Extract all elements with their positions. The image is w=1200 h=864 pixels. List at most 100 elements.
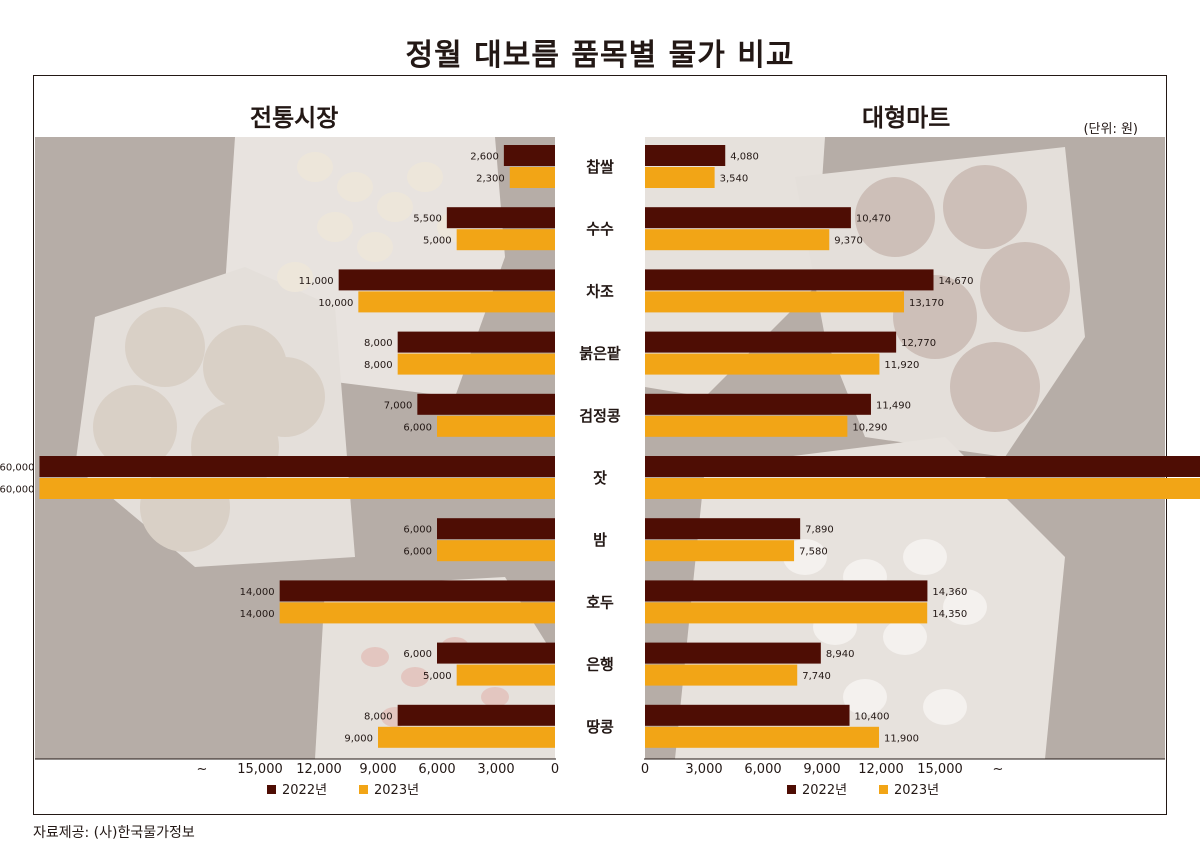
tick-label: 9,000 [803, 762, 840, 777]
bar-mart-2022 [645, 393, 871, 415]
value-label: 2,300 [476, 174, 505, 185]
bar-traditional-2023 [397, 353, 555, 375]
bar-mart-2023 [645, 167, 715, 188]
value-label: 10,400 [855, 711, 890, 722]
value-label: 2,600 [470, 152, 499, 163]
category-label: 밤 [593, 531, 607, 549]
bar-traditional-2023 [437, 415, 555, 437]
category-label: 찹쌀 [586, 158, 614, 176]
category-label: 붉은팥 [579, 345, 621, 363]
bar-mart-2023 [645, 602, 928, 624]
value-label: 12,770 [901, 338, 936, 349]
value-label: 14,670 [939, 276, 974, 287]
chart-frame [33, 75, 1167, 815]
value-label: 11,490 [876, 400, 911, 411]
bar-traditional-2023 [358, 291, 555, 313]
value-label: 9,000 [344, 733, 373, 744]
value-label: 9,370 [834, 236, 863, 247]
value-label: 13,170 [909, 298, 944, 309]
legend-swatch [267, 785, 276, 794]
value-label: 10,290 [852, 422, 887, 433]
category-label: 수수 [586, 220, 614, 238]
legend-label: 2022년 [282, 783, 327, 798]
category-label: 잣 [593, 469, 607, 487]
legend-swatch [787, 785, 796, 794]
tick-label: 3,000 [477, 762, 514, 777]
legend-swatch [879, 785, 888, 794]
bar-traditional-2023 [39, 478, 556, 499]
value-label: 6,000 [403, 422, 432, 433]
category-label: 차조 [586, 282, 614, 300]
bar-mart-2022 [645, 704, 850, 726]
tick-label: 12,000 [296, 762, 342, 777]
bar-traditional-2022 [437, 518, 555, 540]
value-label: 60,000 [0, 485, 34, 496]
value-label: 8,000 [364, 711, 393, 722]
value-label: 6,000 [403, 525, 432, 536]
bar-traditional-2023 [437, 540, 555, 562]
value-label: 7,890 [805, 525, 834, 536]
value-label: 7,000 [384, 400, 413, 411]
bar-traditional-2022 [417, 393, 555, 415]
tick-label: 0 [551, 762, 559, 777]
bar-mart-2023 [645, 229, 830, 251]
category-label: 검정콩 [579, 407, 621, 425]
tick-label: 15,000 [237, 762, 283, 777]
bar-mart-2023 [645, 415, 848, 437]
bar-traditional-2022 [338, 269, 555, 291]
source-note: 자료제공: (사)한국물가정보 [33, 825, 195, 841]
bar-traditional-2023 [509, 167, 555, 188]
value-label: 5,000 [423, 236, 452, 247]
bar-traditional-2022 [446, 207, 555, 229]
bar-traditional-2022 [279, 580, 555, 602]
value-label: 5,000 [423, 671, 452, 682]
value-label: 60,000 [0, 463, 34, 474]
value-label: 11,900 [884, 733, 919, 744]
bar-traditional-2023 [456, 664, 555, 686]
tick-label: 0 [641, 762, 649, 777]
bar-mart-2022 [645, 331, 897, 353]
bar-traditional-2022 [39, 456, 556, 477]
value-label: 14,000 [240, 609, 275, 620]
bar-traditional-2023 [279, 602, 555, 624]
category-label: 은행 [586, 656, 614, 674]
value-label: 6,000 [403, 547, 432, 558]
tick-label: ~ [197, 762, 208, 777]
value-label: 10,470 [856, 214, 891, 225]
bar-mart-2023 [645, 726, 880, 748]
tick-label: 12,000 [858, 762, 904, 777]
bar-mart-2023 [645, 540, 795, 562]
value-label: 14,350 [932, 609, 967, 620]
traditional-market-title: 전통시장 [250, 104, 339, 132]
value-label: 5,500 [413, 214, 442, 225]
value-label: 11,920 [884, 360, 919, 371]
bar-mart-2022 [645, 456, 1200, 477]
legend-label: 2023년 [894, 783, 939, 798]
category-label: 땅콩 [586, 718, 614, 736]
legend-label: 2022년 [802, 783, 847, 798]
bar-traditional-2023 [456, 229, 555, 251]
bar-traditional-2022 [397, 331, 555, 353]
value-label: 3,540 [720, 174, 749, 185]
bar-mart-2023 [645, 291, 905, 313]
bar-traditional-2022 [503, 145, 555, 166]
value-label: 7,740 [802, 671, 831, 682]
value-label: 14,360 [932, 587, 967, 598]
bar-traditional-2023 [378, 726, 555, 748]
bar-mart-2022 [645, 580, 928, 602]
bar-mart-2023 [645, 478, 1200, 499]
unit-label: (단위: 원) [1083, 122, 1138, 137]
bar-mart-2022 [645, 642, 821, 664]
value-label: 4,080 [730, 152, 759, 163]
value-label: 7,580 [799, 547, 828, 558]
tick-label: 9,000 [359, 762, 396, 777]
tick-label: 6,000 [418, 762, 455, 777]
value-label: 11,000 [299, 276, 334, 287]
value-label: 14,000 [240, 587, 275, 598]
tick-label: 15,000 [917, 762, 963, 777]
bar-mart-2023 [645, 664, 798, 686]
legend-swatch [359, 785, 368, 794]
value-label: 10,000 [318, 298, 353, 309]
bar-mart-2022 [645, 518, 801, 540]
